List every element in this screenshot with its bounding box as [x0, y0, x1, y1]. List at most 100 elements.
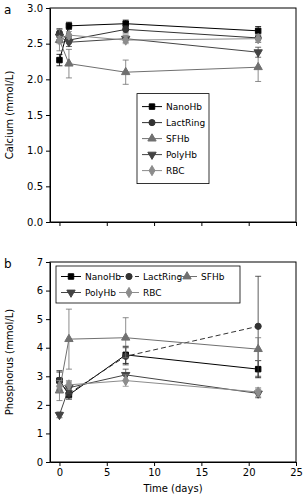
x-tick-mark: [201, 222, 202, 226]
x-tick: 10: [148, 462, 161, 478]
y-tick-mark: [46, 405, 50, 406]
y-tick-mark: [46, 433, 50, 434]
series-line: [59, 35, 258, 40]
x-tick-mark: [296, 462, 297, 466]
y-tick-label: 3: [37, 371, 43, 382]
y-tick-label: 7: [37, 257, 43, 268]
y-tick-mark: [46, 151, 50, 152]
plot-area: [55, 20, 262, 84]
error-bar-cap: [123, 317, 129, 318]
y-tick: 2.0: [27, 74, 50, 85]
error-bar-cap: [56, 28, 62, 29]
y-tick-mark: [46, 115, 50, 116]
x-tick: [201, 222, 202, 226]
y-tick-label: 6: [37, 285, 43, 296]
x-tick: [59, 222, 60, 226]
series-line: [59, 381, 258, 392]
error-bar-cap: [56, 400, 62, 401]
legend-marker: [148, 134, 156, 141]
y-tick-label: 0: [37, 457, 43, 468]
y-tick: 3: [37, 371, 50, 382]
y-tick-label: 1: [37, 428, 43, 439]
legend-marker: [126, 273, 132, 279]
data-point: [123, 21, 128, 26]
legend: NanoHbLactRingSFHbPolyHbRBC: [137, 94, 209, 184]
y-tick: 1.0: [27, 145, 50, 156]
legend-label: PolyHb: [166, 150, 197, 160]
y-tick-mark: [46, 79, 50, 80]
y-axis-line: [50, 9, 51, 223]
x-axis: [51, 222, 297, 226]
legend-entry: RBC: [142, 166, 185, 177]
y-tick-mark: [46, 376, 50, 377]
y-tick-mark: [46, 44, 50, 45]
y-tick-mark: [46, 8, 50, 9]
x-tick-mark: [154, 222, 155, 226]
data-point: [65, 59, 73, 66]
data-point: [122, 333, 130, 340]
legend-entry: SFHb: [177, 272, 225, 282]
error-bar-cap: [66, 397, 72, 398]
y-tick-label: 5: [37, 314, 43, 325]
legend-entry: RBC: [119, 287, 162, 298]
legend-entry: NanoHb: [61, 272, 121, 282]
data-point: [55, 412, 63, 419]
panel-label: b: [4, 257, 12, 271]
x-tick-mark: [59, 222, 60, 226]
error-bar: [56, 54, 62, 65]
error-bar-cap: [56, 29, 62, 30]
x-axis-title: Time (days): [142, 483, 202, 494]
y-tick-label: 2: [37, 400, 43, 411]
error-bar-cap: [66, 369, 72, 370]
legend-box: [137, 94, 209, 184]
y-tick-label: 2.5: [27, 38, 43, 49]
error-bar-cap: [66, 309, 72, 310]
data-point: [255, 34, 261, 44]
error-bar-cap: [66, 399, 72, 400]
y-tick-label: 3.0: [27, 3, 43, 14]
error-bar: [255, 388, 261, 397]
data-point: [122, 67, 130, 74]
y-tick-label: 0.0: [27, 217, 43, 228]
y-tick-label: 2.0: [27, 74, 43, 85]
data-point: [66, 23, 71, 28]
data-point: [65, 334, 73, 341]
error-bar-cap: [255, 81, 261, 82]
series-line: [59, 29, 258, 40]
legend-entry: LactRing: [119, 272, 182, 282]
error-bar-cap: [123, 60, 129, 61]
legend-label: LactRing: [143, 272, 182, 282]
x-tick-mark: [296, 222, 297, 226]
x-tick-mark: [249, 462, 250, 466]
legend-marker: [126, 287, 132, 297]
legend-marker: [149, 104, 154, 109]
error-bar-cap: [255, 337, 261, 338]
y-tick-label: 1.0: [27, 145, 43, 156]
panel: 0.00.51.01.52.02.53.0Calcium (mmol/L)aNa…: [4, 3, 297, 228]
x-tick: 5: [104, 462, 110, 478]
error-bar: [123, 26, 129, 33]
y-tick: 2.5: [27, 38, 50, 49]
x-tick-label: 0: [57, 467, 63, 478]
x-tick-label: 5: [104, 467, 110, 478]
y-tick: 5: [37, 314, 50, 325]
data-point: [57, 57, 62, 62]
error-bar-cap: [255, 360, 261, 361]
error-bar-cap: [255, 376, 261, 377]
error-bar-cap: [56, 65, 62, 66]
x-tick: [296, 222, 297, 226]
data-point: [66, 30, 72, 40]
data-point: [57, 35, 63, 45]
x-axis: 0510152025: [51, 462, 303, 478]
legend-marker: [183, 272, 191, 279]
y-tick-mark: [46, 319, 50, 320]
x-tick-label: 15: [196, 467, 209, 478]
error-bar: [255, 276, 261, 376]
figure: 0.00.51.01.52.02.53.0Calcium (mmol/L)aNa…: [0, 0, 304, 500]
x-tick-label: 20: [243, 467, 256, 478]
error-bar-cap: [56, 32, 62, 33]
x-tick-mark: [249, 222, 250, 226]
series-line: [59, 375, 258, 415]
y-axis-line: [50, 263, 51, 463]
y-tick: 3.0: [27, 3, 50, 14]
